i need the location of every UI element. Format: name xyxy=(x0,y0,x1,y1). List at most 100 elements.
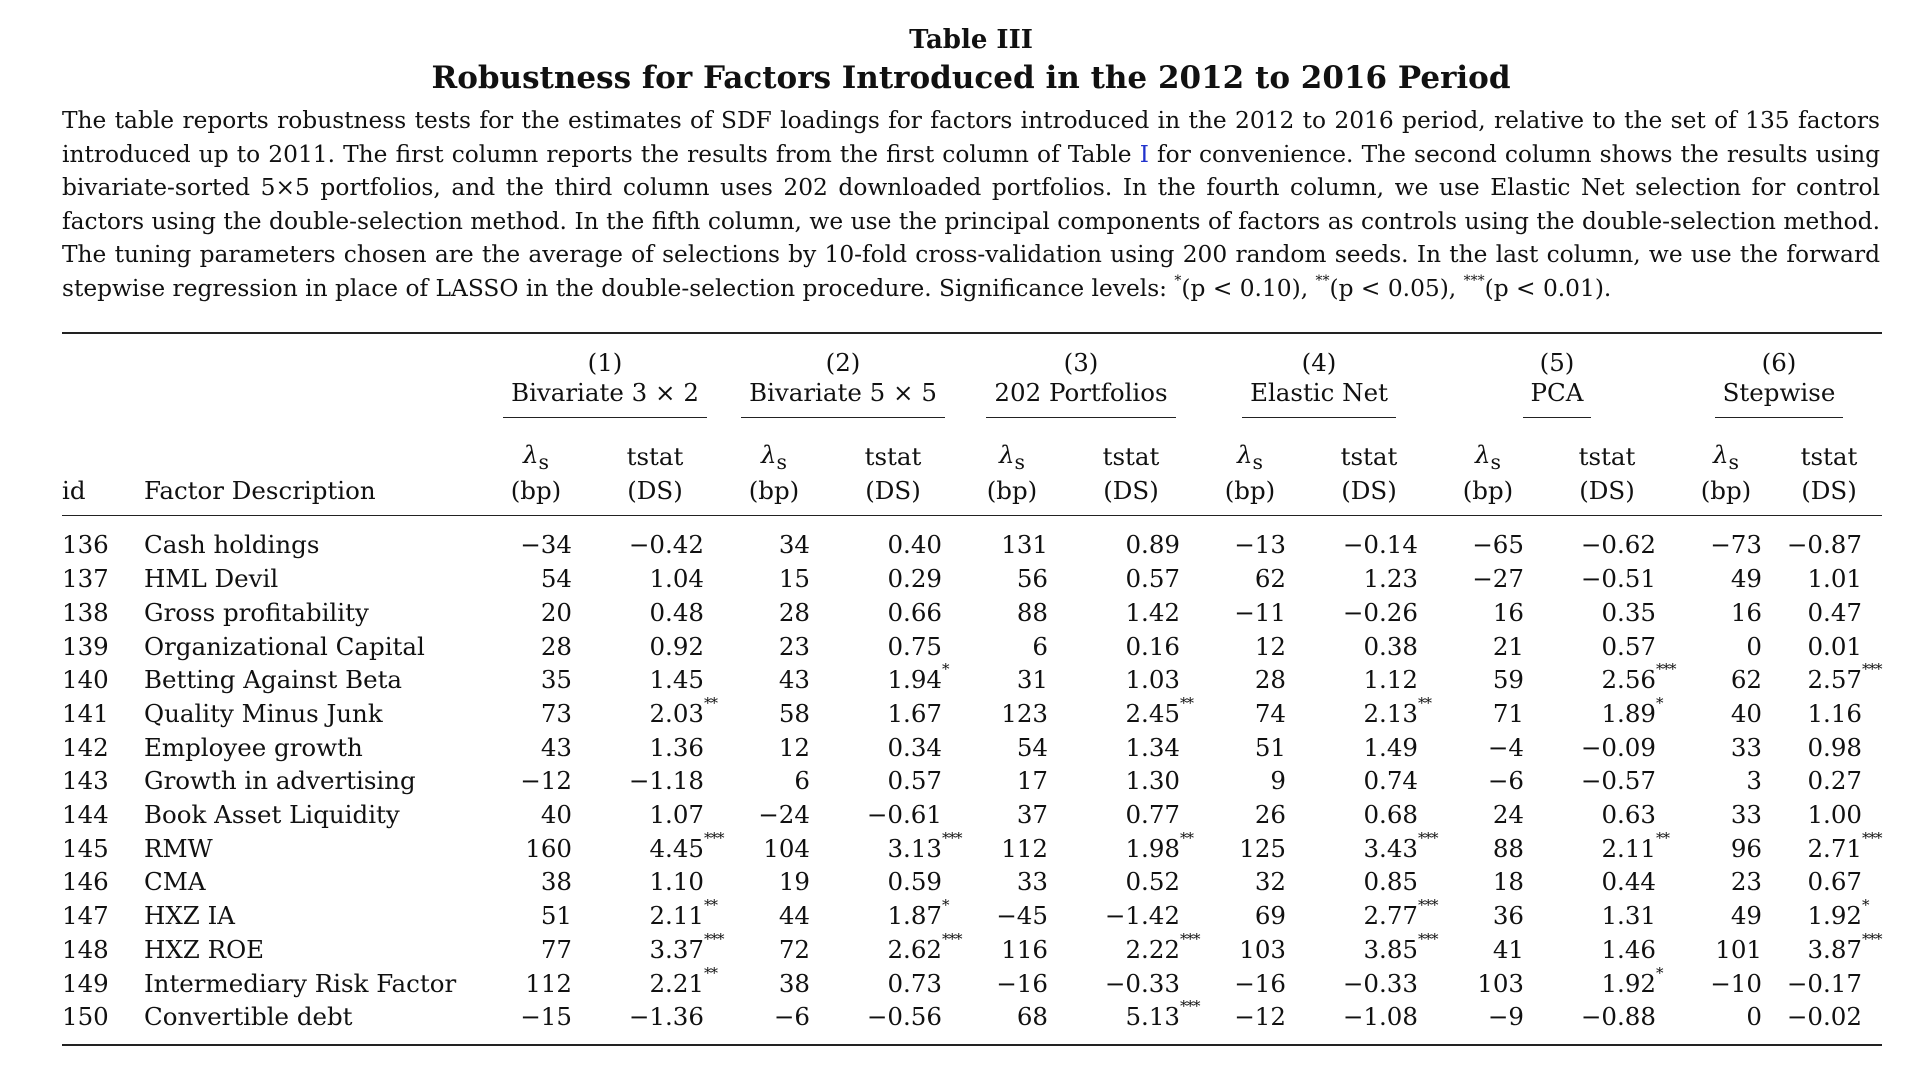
lambda-value: 49 xyxy=(1730,564,1762,594)
lambda-value: 54 xyxy=(540,564,572,594)
lambda-value: 88 xyxy=(1016,597,1048,627)
tstat-value: 0.44 xyxy=(1601,867,1656,897)
tstat-value: −0.56 xyxy=(866,1002,942,1032)
tstat-value: 1.42 xyxy=(1125,597,1180,627)
tstat-value: 2.56 xyxy=(1601,665,1656,695)
sig-mark: * xyxy=(1174,273,1182,290)
tstat-cell: 2.56 *** xyxy=(1538,660,1676,697)
tstat-value: −0.33 xyxy=(1104,968,1180,998)
lambda-value: −9 xyxy=(1487,1002,1524,1032)
tstat-unit: (DS) xyxy=(1341,475,1397,505)
significance-stars: *** xyxy=(1418,929,1438,948)
lambda-value: 15 xyxy=(778,564,810,594)
tstat-cell: 0.44 xyxy=(1538,865,1676,899)
lambda-subscript: s xyxy=(1252,449,1263,474)
tstat-cell: −0.33 xyxy=(1062,967,1200,1001)
significance-stars: ** xyxy=(1656,828,1670,847)
tstat-cell: 0.57 xyxy=(1538,630,1676,664)
factor-description: Employee growth xyxy=(144,732,363,762)
lambda-value: −15 xyxy=(520,1002,572,1032)
tstat-value: 1.07 xyxy=(649,800,704,830)
lambda-symbol: λ xyxy=(998,439,1015,469)
tstat-cell: −0.33 xyxy=(1300,967,1438,1001)
lambda-header: λs xyxy=(1200,422,1300,474)
tstat-value: 0.40 xyxy=(887,530,942,560)
lambda-value: −45 xyxy=(996,901,1048,931)
tstat-value: 1.12 xyxy=(1363,665,1418,695)
lambda-value: 21 xyxy=(1492,631,1524,661)
table-body: 136 Cash holdings −34 −0.42 34 0.40 131 0.89 −13… xyxy=(62,516,1882,1045)
lambda-value: 23 xyxy=(1730,867,1762,897)
group-number: (5) xyxy=(1539,348,1575,378)
tstat-value: −1.42 xyxy=(1104,901,1180,931)
lambda-header: λs xyxy=(486,422,586,474)
sig-text: (p < 0.05), xyxy=(1329,274,1464,302)
table-reference-link[interactable]: I xyxy=(1139,140,1149,168)
tstat-value: −0.33 xyxy=(1342,968,1418,998)
tstat-value: 2.11 xyxy=(1601,833,1656,863)
significance-stars: *** xyxy=(1418,896,1438,915)
group-name-row: Bivariate 3 × 2 Bivariate 5 × 5 202 Port… xyxy=(62,378,1882,422)
tstat-cell: 2.62 *** xyxy=(824,930,962,967)
tstat-value: 2.11 xyxy=(649,901,704,931)
lambda-header: λs xyxy=(1438,422,1538,474)
tstat-cell: 5.13 *** xyxy=(1062,997,1200,1045)
tstat-cell: −0.26 xyxy=(1300,596,1438,630)
lambda-value: 16 xyxy=(1730,597,1762,627)
lambda-value: 31 xyxy=(1016,665,1048,695)
tstat-value: 1.34 xyxy=(1125,732,1180,762)
lambda-value: 3 xyxy=(1746,766,1762,796)
table-row: 142 Employee growth 43 1.36 12 0.34 54 1.34 51 1.… xyxy=(62,731,1882,765)
significance-stars: *** xyxy=(1180,997,1200,1016)
tstat-value: 2.71 xyxy=(1807,833,1862,863)
tstat-value: 0.16 xyxy=(1125,631,1180,661)
tstat-value: 2.22 xyxy=(1125,934,1180,964)
tstat-cell: 3.37 *** xyxy=(586,930,724,967)
row-id: 143 xyxy=(62,766,109,796)
row-id: 149 xyxy=(62,968,109,998)
lambda-value: 103 xyxy=(1477,968,1524,998)
lambda-value: −34 xyxy=(520,530,572,560)
tstat-value: −0.57 xyxy=(1580,766,1656,796)
tstat-value: 2.77 xyxy=(1363,901,1418,931)
tstat-value: −1.36 xyxy=(628,1002,704,1032)
lambda-value: 131 xyxy=(1001,530,1048,560)
table-row: 146 CMA 38 1.10 19 0.59 33 0.52 32 0.85 18 0.44 23 0.… xyxy=(62,865,1882,899)
lambda-value: 0 xyxy=(1746,631,1762,661)
tstat-value: 0.57 xyxy=(887,766,942,796)
factor-description: HML Devil xyxy=(144,564,279,594)
lambda-value: −13 xyxy=(1234,530,1286,560)
significance-stars: ** xyxy=(704,896,718,915)
significance-stars: *** xyxy=(942,929,962,948)
factor-description: Quality Minus Junk xyxy=(144,698,383,728)
tstat-cell: 0.35 xyxy=(1538,596,1676,630)
tstat-cell: 1.89 * xyxy=(1538,694,1676,731)
significance-stars: *** xyxy=(942,828,962,847)
tstat-value: −0.87 xyxy=(1786,530,1862,560)
tstat-cell: 0.38 xyxy=(1300,630,1438,664)
tstat-cell: 0.75 xyxy=(824,630,962,664)
tstat-value: 1.92 xyxy=(1807,901,1862,931)
lambda-header: λs xyxy=(724,422,824,474)
group-number: (4) xyxy=(1301,348,1337,378)
lambda-value: −6 xyxy=(1487,766,1524,796)
factor-description: RMW xyxy=(144,833,213,863)
tstat-cell: 2.45 ** xyxy=(1062,694,1200,731)
lambda-value: 101 xyxy=(1715,934,1762,964)
factor-description: Book Asset Liquidity xyxy=(144,800,400,830)
tstat-value: 0.47 xyxy=(1807,597,1862,627)
tstat-cell: 3.87 *** xyxy=(1776,930,1882,967)
row-id: 150 xyxy=(62,1002,109,1032)
significance-stars: * xyxy=(1656,693,1663,712)
tstat-cell: 1.30 xyxy=(1062,764,1200,798)
factor-description: Cash holdings xyxy=(144,530,320,560)
factor-description: Betting Against Beta xyxy=(144,665,403,695)
tstat-cell: 0.77 xyxy=(1062,798,1200,832)
tstat-value: −0.02 xyxy=(1786,1002,1862,1032)
tstat-cell: 2.13 ** xyxy=(1300,694,1438,731)
tstat-cell: 0.98 xyxy=(1776,731,1882,765)
lambda-value: 62 xyxy=(1730,665,1762,695)
tstat-cell: 1.03 xyxy=(1062,663,1200,697)
tstat-header: tstat xyxy=(1800,442,1858,471)
lambda-symbol: λ xyxy=(760,439,777,469)
